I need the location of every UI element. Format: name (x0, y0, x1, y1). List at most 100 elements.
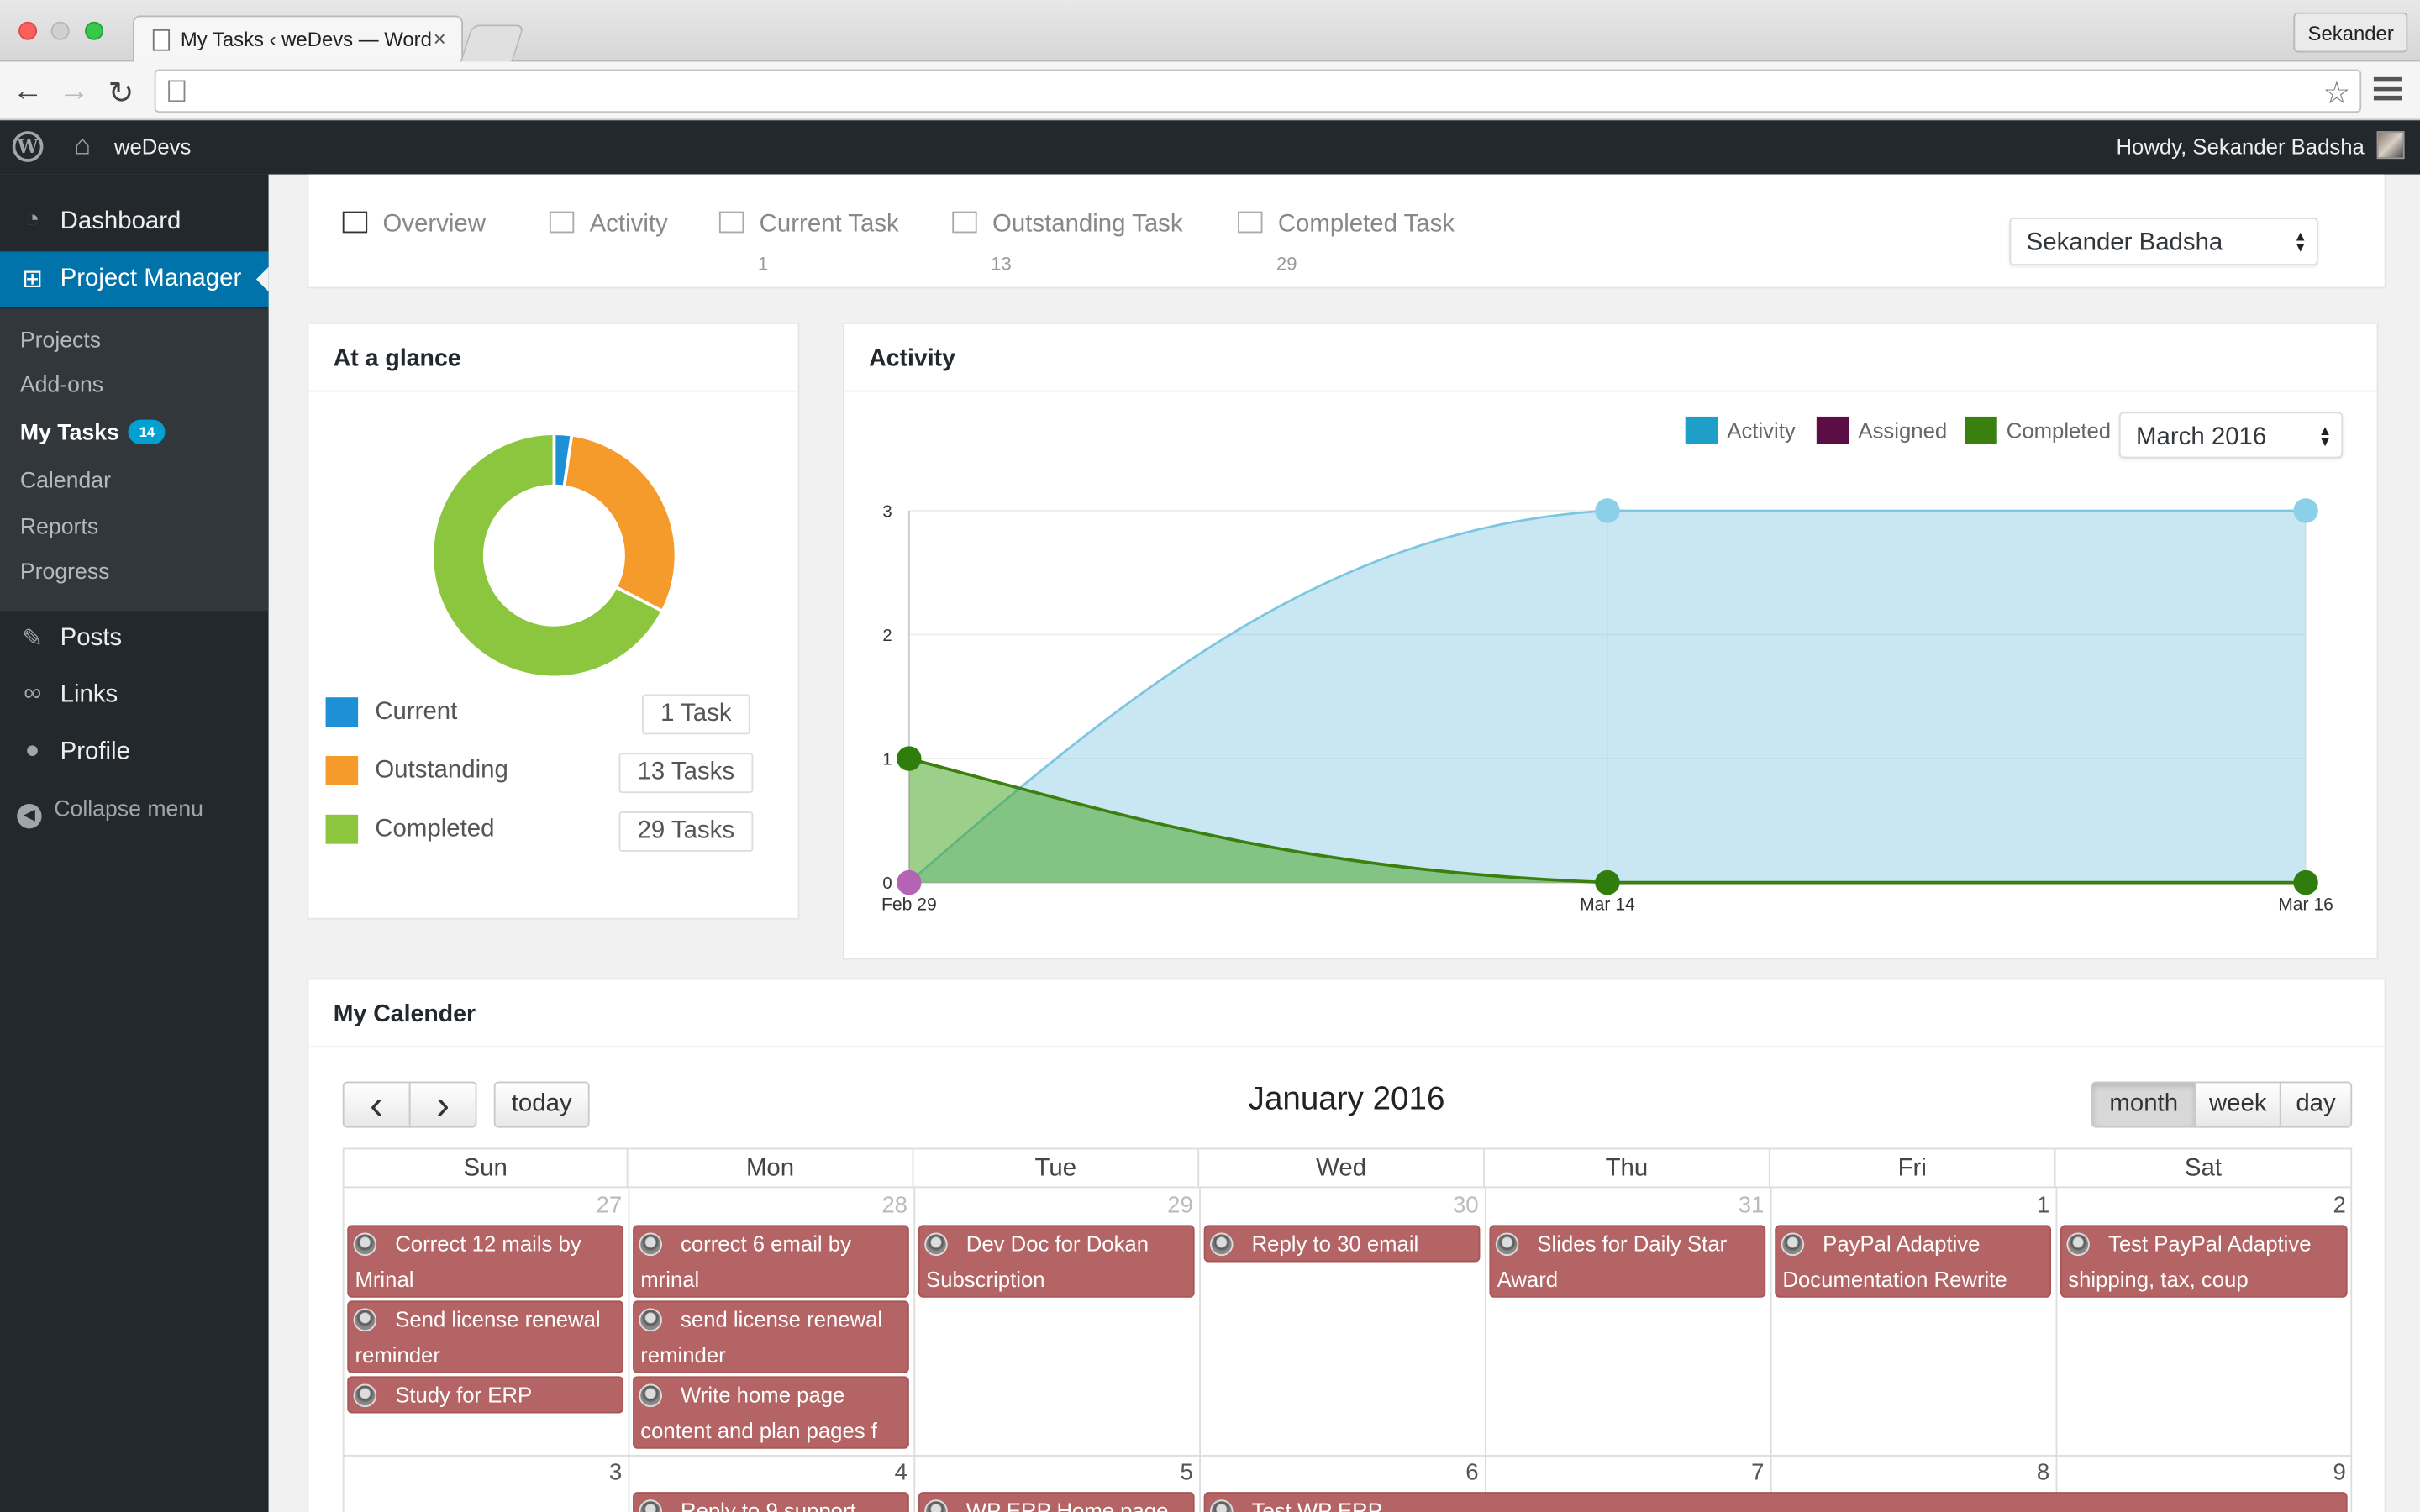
next-month-button[interactable]: › (408, 1081, 477, 1128)
submenu-calendar[interactable]: Calendar (19, 469, 111, 494)
reload-icon[interactable]: ↻ (108, 76, 134, 112)
avatar (639, 1383, 662, 1408)
forward-icon[interactable]: → (58, 74, 90, 108)
day-number[interactable]: 6 (1465, 1459, 1479, 1486)
sidebar-item-label: Profile (60, 738, 130, 766)
calendar-event[interactable]: Slides for Daily Star Award (1489, 1225, 1766, 1298)
avatar[interactable] (2376, 131, 2405, 160)
series-activity-area (908, 510, 2307, 883)
home-icon[interactable]: ⌂ (74, 129, 92, 161)
browser-user-button[interactable]: Sekander (2294, 12, 2408, 53)
event-title: Dev Doc for Dokan (965, 1231, 1150, 1257)
legend-label-outstanding: Outstanding (375, 757, 508, 785)
avatar (2066, 1232, 2090, 1257)
address-bar[interactable]: ☆ (154, 69, 2362, 113)
day-number[interactable]: 8 (2036, 1459, 2050, 1486)
divider (844, 390, 2377, 392)
calendar-event[interactable]: Correct 12 mails by Mrinal (347, 1225, 624, 1298)
site-name-link[interactable]: weDevs (113, 134, 192, 160)
sidebar-item-posts[interactable]: ✎ Posts (0, 611, 269, 666)
new-tab-button[interactable] (460, 24, 525, 62)
legend-swatch-completed (325, 814, 359, 844)
month-select[interactable]: March 2016 ▲ ▼ (2118, 412, 2344, 459)
calendar-event[interactable]: send license renewal reminder (633, 1300, 909, 1373)
legend-label: Activity (1727, 417, 1796, 444)
day-view-button[interactable]: day (2279, 1081, 2353, 1128)
event-title: Reply to 9 support (681, 1498, 856, 1512)
collapse-menu-button[interactable]: ◀ Collapse menu (17, 798, 203, 829)
legend-label-current: Current (375, 699, 458, 726)
sidebar-item-dashboard[interactable]: ◔ Dashboard (0, 194, 269, 249)
month-view-button[interactable]: month (2091, 1081, 2196, 1128)
calendar-event[interactable]: Reply to 9 support (633, 1492, 909, 1512)
bookmark-star-icon[interactable]: ☆ (2323, 76, 2351, 112)
day-number[interactable]: 2 (2333, 1192, 2346, 1220)
day-number[interactable]: 7 (1751, 1459, 1765, 1486)
avatar (924, 1232, 948, 1257)
calendar-event[interactable]: Write home page content and plan pages f (633, 1376, 909, 1449)
tab-label: Activity (589, 211, 668, 238)
day-number[interactable]: 29 (1167, 1192, 1193, 1220)
calendar-event[interactable]: correct 6 email by mrinal (633, 1225, 909, 1298)
day-number[interactable]: 3 (608, 1459, 623, 1486)
tab-outstanding-task[interactable]: Outstanding Task 13 (952, 211, 1183, 275)
project-manager-submenu: Projects Add-ons My Tasks 14 Calendar Rep… (0, 308, 269, 612)
week-view-button[interactable]: week (2194, 1081, 2281, 1128)
day-number[interactable]: 30 (1452, 1192, 1479, 1220)
chart-line-icon (549, 211, 575, 234)
prev-month-button[interactable]: ‹ (342, 1081, 411, 1128)
divider (308, 390, 798, 392)
calendar-event[interactable]: PayPal Adaptive Documentation Rewrite (1775, 1225, 2052, 1298)
today-button[interactable]: today (493, 1081, 590, 1128)
calendar-gridline (1770, 1188, 1772, 1512)
day-number[interactable]: 4 (894, 1459, 908, 1486)
day-number[interactable]: 5 (1180, 1459, 1193, 1486)
day-number[interactable]: 28 (881, 1192, 908, 1220)
submenu-reports[interactable]: Reports (19, 515, 99, 540)
admin-sidebar: ◔ Dashboard ⊞ Project Manager Projects A… (0, 174, 269, 1512)
calendar-event[interactable]: Study for ERP (347, 1376, 624, 1414)
day-of-week-header: Fri (1770, 1147, 2056, 1189)
submenu-my-tasks[interactable]: My Tasks 14 (20, 419, 166, 446)
event-title: reminder (355, 1341, 440, 1368)
completed-point (897, 746, 922, 771)
day-number[interactable]: 31 (1738, 1192, 1765, 1220)
submenu-projects[interactable]: Projects (19, 328, 102, 354)
submenu-add-ons[interactable]: Add-ons (19, 373, 104, 398)
sidebar-item-profile[interactable]: ● Profile (0, 725, 269, 780)
back-icon[interactable]: ← (12, 74, 44, 108)
calendar-event[interactable]: Dev Doc for Dokan Subscription (918, 1225, 1195, 1298)
y-tick-label: 2 (882, 627, 892, 645)
event-title: PayPal Adaptive (1823, 1231, 1981, 1257)
calendar-event[interactable]: Reply to 30 email (1203, 1225, 1481, 1263)
day-number[interactable]: 9 (2333, 1459, 2346, 1486)
calendar-event[interactable]: Test PayPal Adaptive shipping, tax, coup (2060, 1225, 2348, 1298)
submenu-progress[interactable]: Progress (19, 559, 110, 585)
sidebar-item-links[interactable]: ∞ Links (0, 668, 269, 723)
activity-area-chart: 0 1 2 3 Feb 29 Mar 14 Mar 16 (881, 498, 2333, 915)
donut-slice-completed (430, 432, 665, 680)
minimize-window-button[interactable] (50, 21, 70, 40)
tab-close-icon[interactable]: × (433, 26, 446, 51)
day-number[interactable]: 27 (596, 1192, 623, 1220)
browser-menu-icon[interactable] (2373, 76, 2402, 105)
tab-completed-task[interactable]: Completed Task 29 (1238, 211, 1455, 275)
browser-tab[interactable]: My Tasks ‹ weDevs — Word × (132, 15, 464, 62)
tab-current-task[interactable]: Current Task 1 (718, 211, 899, 275)
tab-activity[interactable]: Activity (549, 211, 668, 239)
calendar-event[interactable]: WP ERP Home page text (918, 1492, 1195, 1512)
calendar-event[interactable]: Send license renewal reminder (347, 1300, 624, 1373)
sidebar-item-project-manager[interactable]: ⊞ Project Manager (0, 251, 269, 307)
tab-overview[interactable]: Overview (342, 211, 486, 239)
user-select[interactable]: Sekander Badsha ▲ ▼ (2009, 217, 2318, 265)
close-window-button[interactable] (18, 21, 38, 40)
day-of-week-header: Mon (628, 1147, 914, 1189)
task-count-badge: 14 (128, 419, 166, 444)
howdy-user-link[interactable]: Howdy, Sekander Badsha (2116, 134, 2365, 160)
avatar (1495, 1232, 1519, 1257)
wordpress-logo-icon[interactable]: W (12, 131, 44, 162)
maximize-window-button[interactable] (85, 21, 104, 40)
calendar-event[interactable]: Test WP ERP (1203, 1492, 2348, 1512)
user-select-value: Sekander Badsha (2026, 229, 2223, 256)
day-number[interactable]: 1 (2036, 1192, 2050, 1220)
